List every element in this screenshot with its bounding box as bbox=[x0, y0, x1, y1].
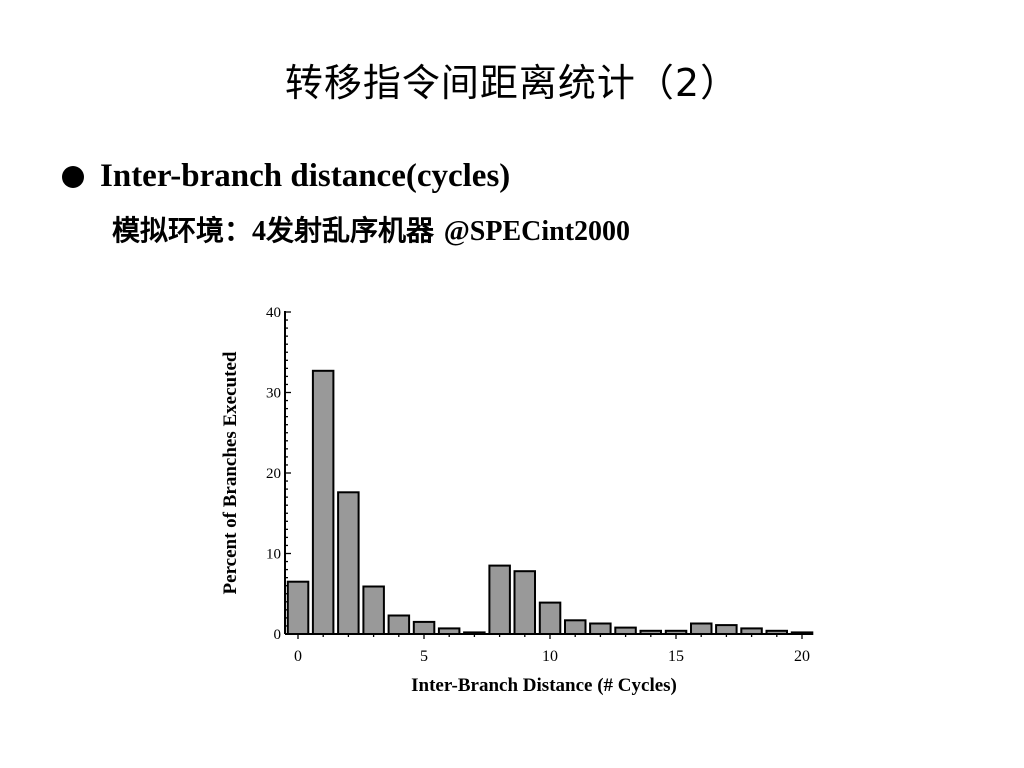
y-tick-label: 0 bbox=[274, 627, 282, 643]
bullet-dot-icon bbox=[62, 165, 84, 188]
bar-1 bbox=[311, 369, 335, 635]
x-tick-label: 5 bbox=[420, 648, 428, 665]
sub-prefix: 模拟环境： bbox=[112, 214, 253, 247]
bar-12 bbox=[589, 622, 612, 635]
y-tick-label: 20 bbox=[266, 466, 281, 482]
bar-16 bbox=[690, 622, 713, 635]
y-axis-label: Percent of Branches Executed bbox=[220, 351, 241, 594]
sub-middle: 发射乱序机器 bbox=[266, 214, 444, 247]
bar-5 bbox=[412, 620, 436, 636]
x-tick-label: 20 bbox=[794, 648, 810, 665]
y-tick-label: 30 bbox=[266, 386, 281, 402]
bar-9 bbox=[513, 570, 536, 636]
bar-10 bbox=[538, 601, 562, 635]
bar-3 bbox=[362, 585, 385, 635]
x-tick-label: 10 bbox=[542, 648, 558, 665]
bullet-text: Inter-branch distance(cycles) bbox=[100, 158, 511, 194]
x-tick-label: 15 bbox=[668, 648, 684, 665]
x-axis-label: Inter-Branch Distance (# Cycles) bbox=[411, 675, 677, 696]
bar-0 bbox=[286, 580, 310, 636]
sub-bullet: 模拟环境：4发射乱序机器 @SPECint2000 bbox=[112, 209, 630, 249]
sub-benchmark: @SPECint2000 bbox=[443, 216, 631, 247]
bar-17 bbox=[715, 624, 738, 635]
chart-ticks: 0 10 20 30 40 0 5 10 15 20 bbox=[266, 305, 810, 665]
y-tick-label: 10 bbox=[266, 547, 281, 563]
x-tick-label: 0 bbox=[294, 648, 302, 665]
sub-issue-width: 4 bbox=[252, 216, 267, 247]
bar-4 bbox=[387, 614, 411, 635]
y-tick-label: 40 bbox=[266, 305, 281, 321]
bar-2 bbox=[337, 491, 360, 635]
bullet-item: Inter-branch distance(cycles) bbox=[62, 158, 510, 195]
bar-11 bbox=[564, 619, 587, 635]
bar-group bbox=[286, 369, 814, 636]
bar-8 bbox=[488, 564, 511, 635]
slide-title: 转移指令间距离统计（2） bbox=[284, 61, 740, 105]
